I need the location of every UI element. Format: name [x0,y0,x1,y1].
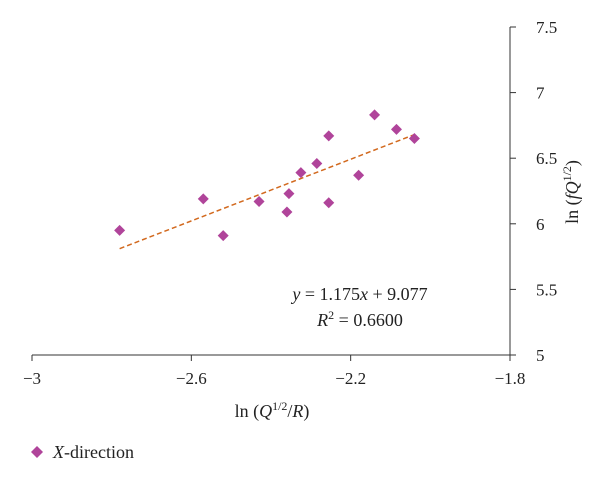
data-point [217,230,229,242]
x-tick-label: −2.6 [176,369,207,388]
data-point [197,193,209,205]
trendline-r2: R2 = 0.6600 [316,308,403,330]
legend-label: X-direction [52,442,134,462]
y-tick-label: 7 [536,84,545,103]
data-points [114,109,420,242]
data-point [408,133,420,145]
data-point [283,188,295,200]
axes: −3 −2.6 −2.2 −1.8 5 5.5 6 6.5 7 7.5 [23,18,557,388]
x-axis-title: ln (Q1/2/R) [235,399,310,422]
y-tick-label: 6 [536,215,545,234]
data-point [390,123,402,135]
data-point [253,195,265,207]
data-point [323,130,335,142]
legend: X-direction [31,442,134,462]
data-point [323,197,335,209]
y-tick-label: 7.5 [536,18,557,37]
data-point [353,169,365,181]
y-axis-title: ln (fQ1/2) [560,160,583,224]
x-tick-label: −2.2 [335,369,366,388]
y-tick-label: 5.5 [536,280,557,299]
data-point [311,157,323,169]
data-point [295,167,307,179]
x-tick-label: −1.8 [495,369,526,388]
trendline-equation: y = 1.175x + 9.077 [290,284,427,304]
data-point [369,109,381,121]
trendline [119,133,415,250]
y-tick-label: 5 [536,346,545,365]
x-tick-label: −3 [23,369,41,388]
trendline-group [119,133,415,250]
legend-marker-diamond [31,446,43,458]
data-point [114,224,126,236]
data-point [281,206,293,218]
y-tick-label: 6.5 [536,149,557,168]
